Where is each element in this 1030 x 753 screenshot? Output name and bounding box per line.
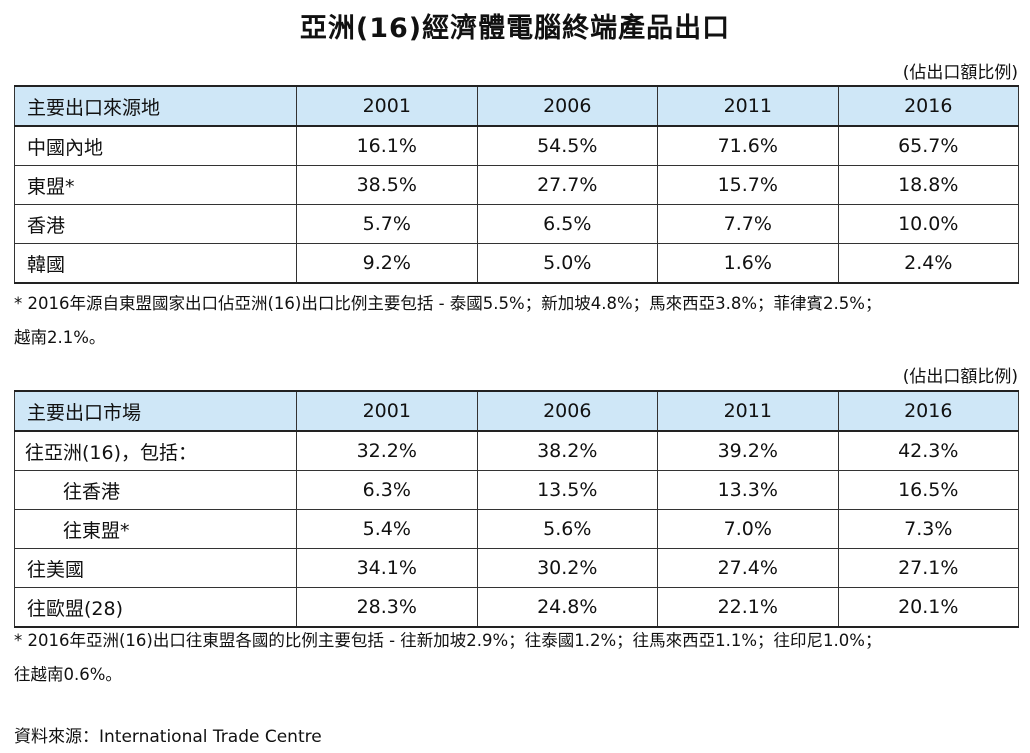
cell-value: 7.7% xyxy=(657,204,839,244)
cell-value: 18.8% xyxy=(837,165,1019,205)
cell-value: 2.4% xyxy=(837,243,1019,284)
footnote-line: * 2016年亞洲(16)出口往東盟各國的比例主要包括 - 往新加坡2.9%；往… xyxy=(14,631,882,650)
export-origin-table: 主要出口來源地 2001 2006 2011 2016 中國內地 16.1% 5… xyxy=(14,85,1019,284)
cell-value: 16.5% xyxy=(837,470,1019,510)
cell-value: 10.0% xyxy=(837,204,1019,244)
cell-value: 7.0% xyxy=(657,509,839,549)
column-header: 2001 xyxy=(296,85,478,127)
cell-value: 32.2% xyxy=(296,430,478,471)
cell-value: 6.5% xyxy=(476,204,658,244)
unit-label-2: (佔出口額比例) xyxy=(902,367,1018,387)
cell-value: 71.6% xyxy=(657,125,839,166)
column-header: 2006 xyxy=(476,390,658,432)
cell-value: 54.5% xyxy=(476,125,658,166)
cell-value: 15.7% xyxy=(657,165,839,205)
table-row: 往東盟* 5.4% 5.6% 7.0% 7.3% xyxy=(14,509,1019,549)
footnote-line: 往越南0.6%。 xyxy=(14,665,122,684)
row-label: 韓國 xyxy=(14,243,297,284)
cell-value: 1.6% xyxy=(657,243,839,284)
table-row: 韓國 9.2% 5.0% 1.6% 2.4% xyxy=(14,243,1019,284)
row-label: 香港 xyxy=(14,204,297,244)
table-header-row: 主要出口市場 2001 2006 2011 2016 xyxy=(14,390,1019,432)
column-header: 2001 xyxy=(296,390,478,432)
unit-label-1: (佔出口額比例) xyxy=(902,63,1018,83)
column-header: 2016 xyxy=(837,85,1019,127)
cell-value: 20.1% xyxy=(837,587,1019,628)
cell-value: 65.7% xyxy=(837,125,1019,166)
row-label: 往香港 xyxy=(14,470,297,510)
table-header-row: 主要出口來源地 2001 2006 2011 2016 xyxy=(14,85,1019,127)
cell-value: 38.5% xyxy=(296,165,478,205)
column-header: 2016 xyxy=(837,390,1019,432)
column-header: 主要出口市場 xyxy=(14,390,297,432)
table-row: 往亞洲(16)，包括： 32.2% 38.2% 39.2% 42.3% xyxy=(14,430,1019,471)
cell-value: 42.3% xyxy=(837,430,1019,471)
cell-value: 24.8% xyxy=(476,587,658,628)
cell-value: 13.5% xyxy=(476,470,658,510)
cell-value: 13.3% xyxy=(657,470,839,510)
cell-value: 30.2% xyxy=(476,548,658,588)
column-header: 2011 xyxy=(657,85,839,127)
table-row: 香港 5.7% 6.5% 7.7% 10.0% xyxy=(14,204,1019,244)
footnote-2: * 2016年亞洲(16)出口往東盟各國的比例主要包括 - 往新加坡2.9%；往… xyxy=(14,624,1018,692)
table-row: 往美國 34.1% 30.2% 27.4% 27.1% xyxy=(14,548,1019,588)
export-market-table: 主要出口市場 2001 2006 2011 2016 往亞洲(16)，包括： 3… xyxy=(14,390,1019,628)
cell-value: 22.1% xyxy=(657,587,839,628)
cell-value: 5.7% xyxy=(296,204,478,244)
table-row: 中國內地 16.1% 54.5% 71.6% 65.7% xyxy=(14,125,1019,166)
column-header: 主要出口來源地 xyxy=(14,85,297,127)
cell-value: 27.4% xyxy=(657,548,839,588)
cell-value: 16.1% xyxy=(296,125,478,166)
cell-value: 34.1% xyxy=(296,548,478,588)
footnote-line: * 2016年源自東盟國家出口佔亞洲(16)出口比例主要包括 - 泰國5.5%；… xyxy=(14,294,882,313)
footnote-line: 越南2.1%。 xyxy=(14,328,106,347)
cell-value: 39.2% xyxy=(657,430,839,471)
cell-value: 38.2% xyxy=(476,430,658,471)
row-label: 中國內地 xyxy=(14,125,297,166)
cell-value: 5.4% xyxy=(296,509,478,549)
cell-value: 7.3% xyxy=(837,509,1019,549)
footnote-1: * 2016年源自東盟國家出口佔亞洲(16)出口比例主要包括 - 泰國5.5%；… xyxy=(14,287,1018,355)
column-header: 2006 xyxy=(476,85,658,127)
cell-value: 27.1% xyxy=(837,548,1019,588)
cell-value: 28.3% xyxy=(296,587,478,628)
cell-value: 5.6% xyxy=(476,509,658,549)
row-label: 往歐盟(28) xyxy=(14,587,297,628)
source-credit: 資料來源：International Trade Centre xyxy=(14,727,322,747)
row-label: 東盟* xyxy=(14,165,297,205)
row-label: 往美國 xyxy=(14,548,297,588)
row-label: 往東盟* xyxy=(14,509,297,549)
table-row: 東盟* 38.5% 27.7% 15.7% 18.8% xyxy=(14,165,1019,205)
page-title: 亞洲(16)經濟體電腦終端產品出口 xyxy=(299,13,731,44)
table-row: 往香港 6.3% 13.5% 13.3% 16.5% xyxy=(14,470,1019,510)
cell-value: 9.2% xyxy=(296,243,478,284)
row-label: 往亞洲(16)，包括： xyxy=(14,430,297,471)
table-row: 往歐盟(28) 28.3% 24.8% 22.1% 20.1% xyxy=(14,587,1019,628)
column-header: 2011 xyxy=(657,390,839,432)
cell-value: 6.3% xyxy=(296,470,478,510)
cell-value: 27.7% xyxy=(476,165,658,205)
cell-value: 5.0% xyxy=(476,243,658,284)
